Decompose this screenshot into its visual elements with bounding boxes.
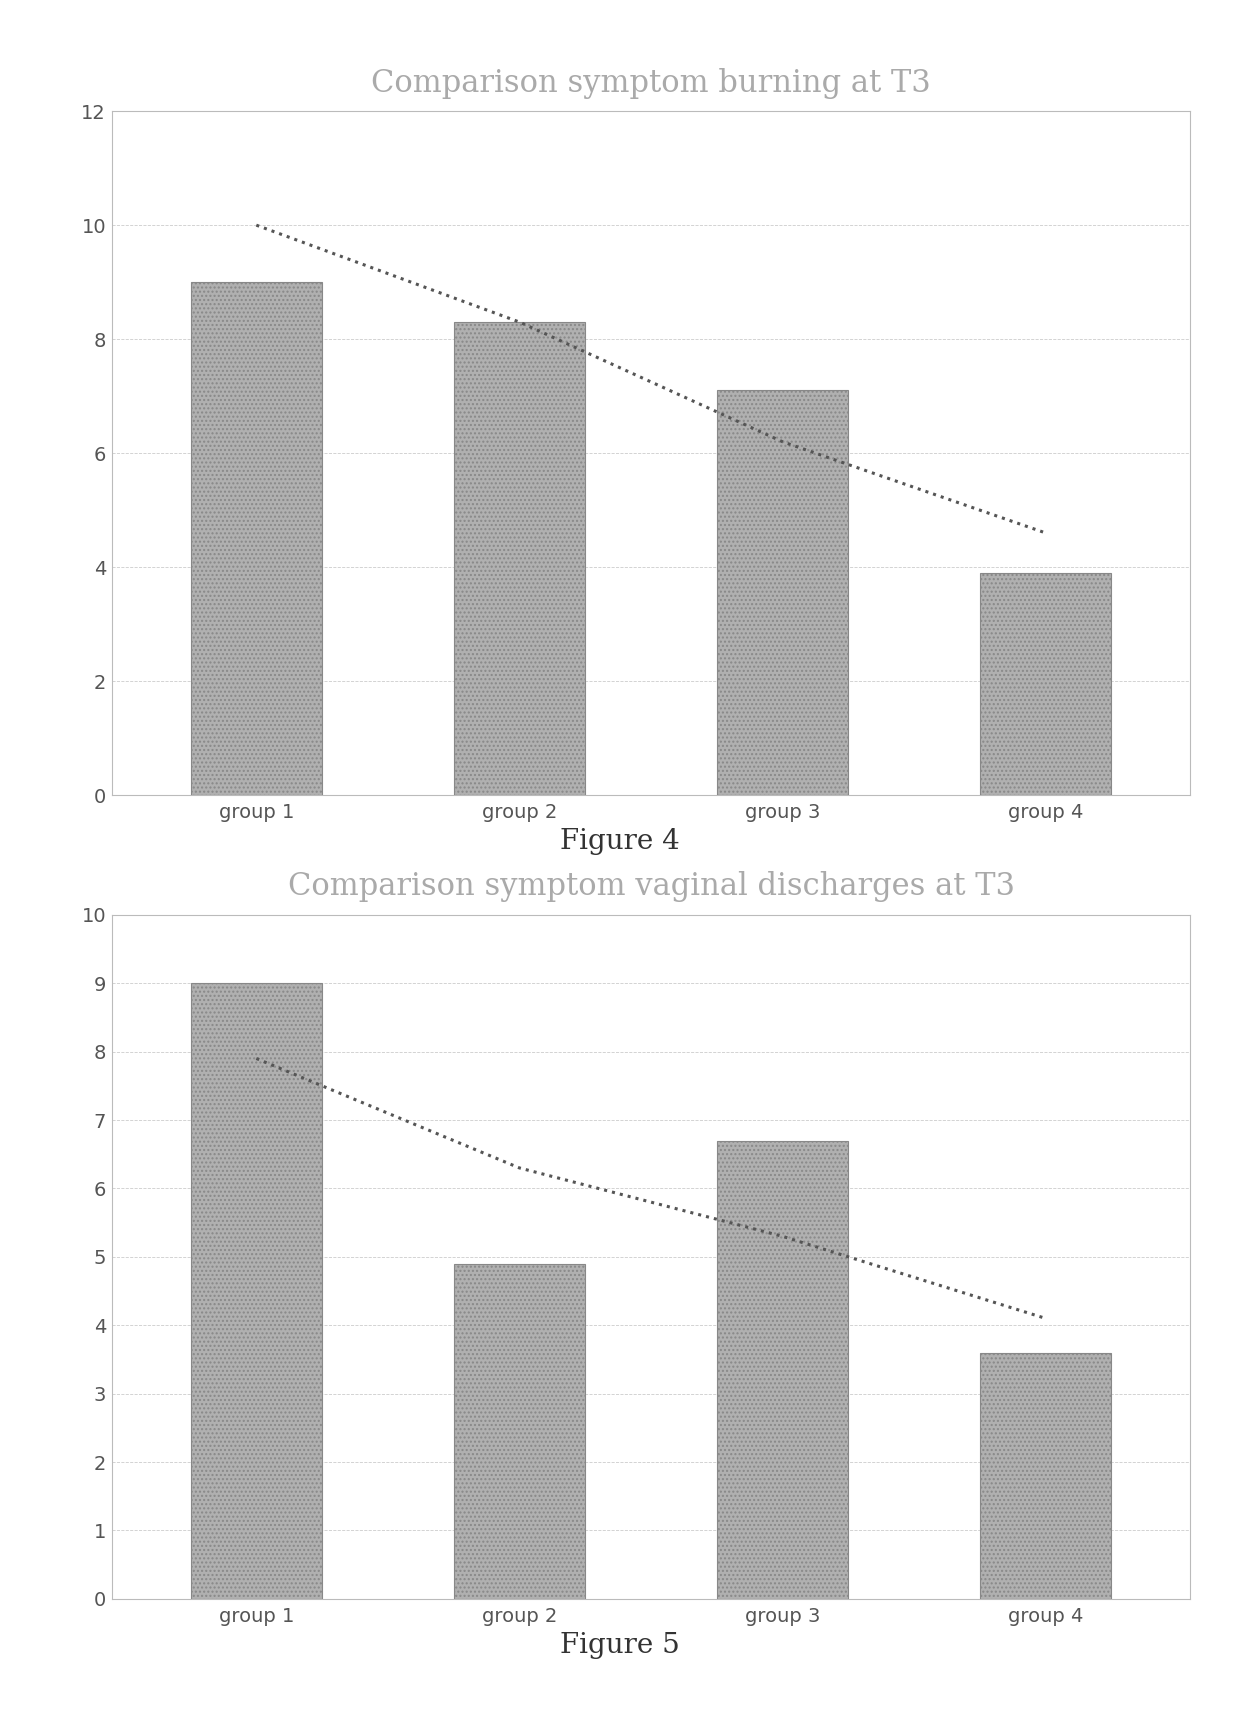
Bar bbox=[191, 282, 322, 795]
Bar bbox=[454, 1264, 585, 1599]
Title: Comparison symptom burning at T3: Comparison symptom burning at T3 bbox=[371, 68, 931, 99]
Text: Figure 4: Figure 4 bbox=[560, 828, 680, 855]
Bar bbox=[980, 573, 1111, 795]
Bar bbox=[454, 321, 585, 795]
Bar bbox=[717, 390, 848, 795]
Bar bbox=[191, 983, 322, 1599]
Bar bbox=[980, 1353, 1111, 1599]
Title: Comparison symptom vaginal discharges at T3: Comparison symptom vaginal discharges at… bbox=[288, 872, 1014, 903]
Text: Figure 5: Figure 5 bbox=[560, 1631, 680, 1659]
Bar bbox=[717, 1141, 848, 1599]
